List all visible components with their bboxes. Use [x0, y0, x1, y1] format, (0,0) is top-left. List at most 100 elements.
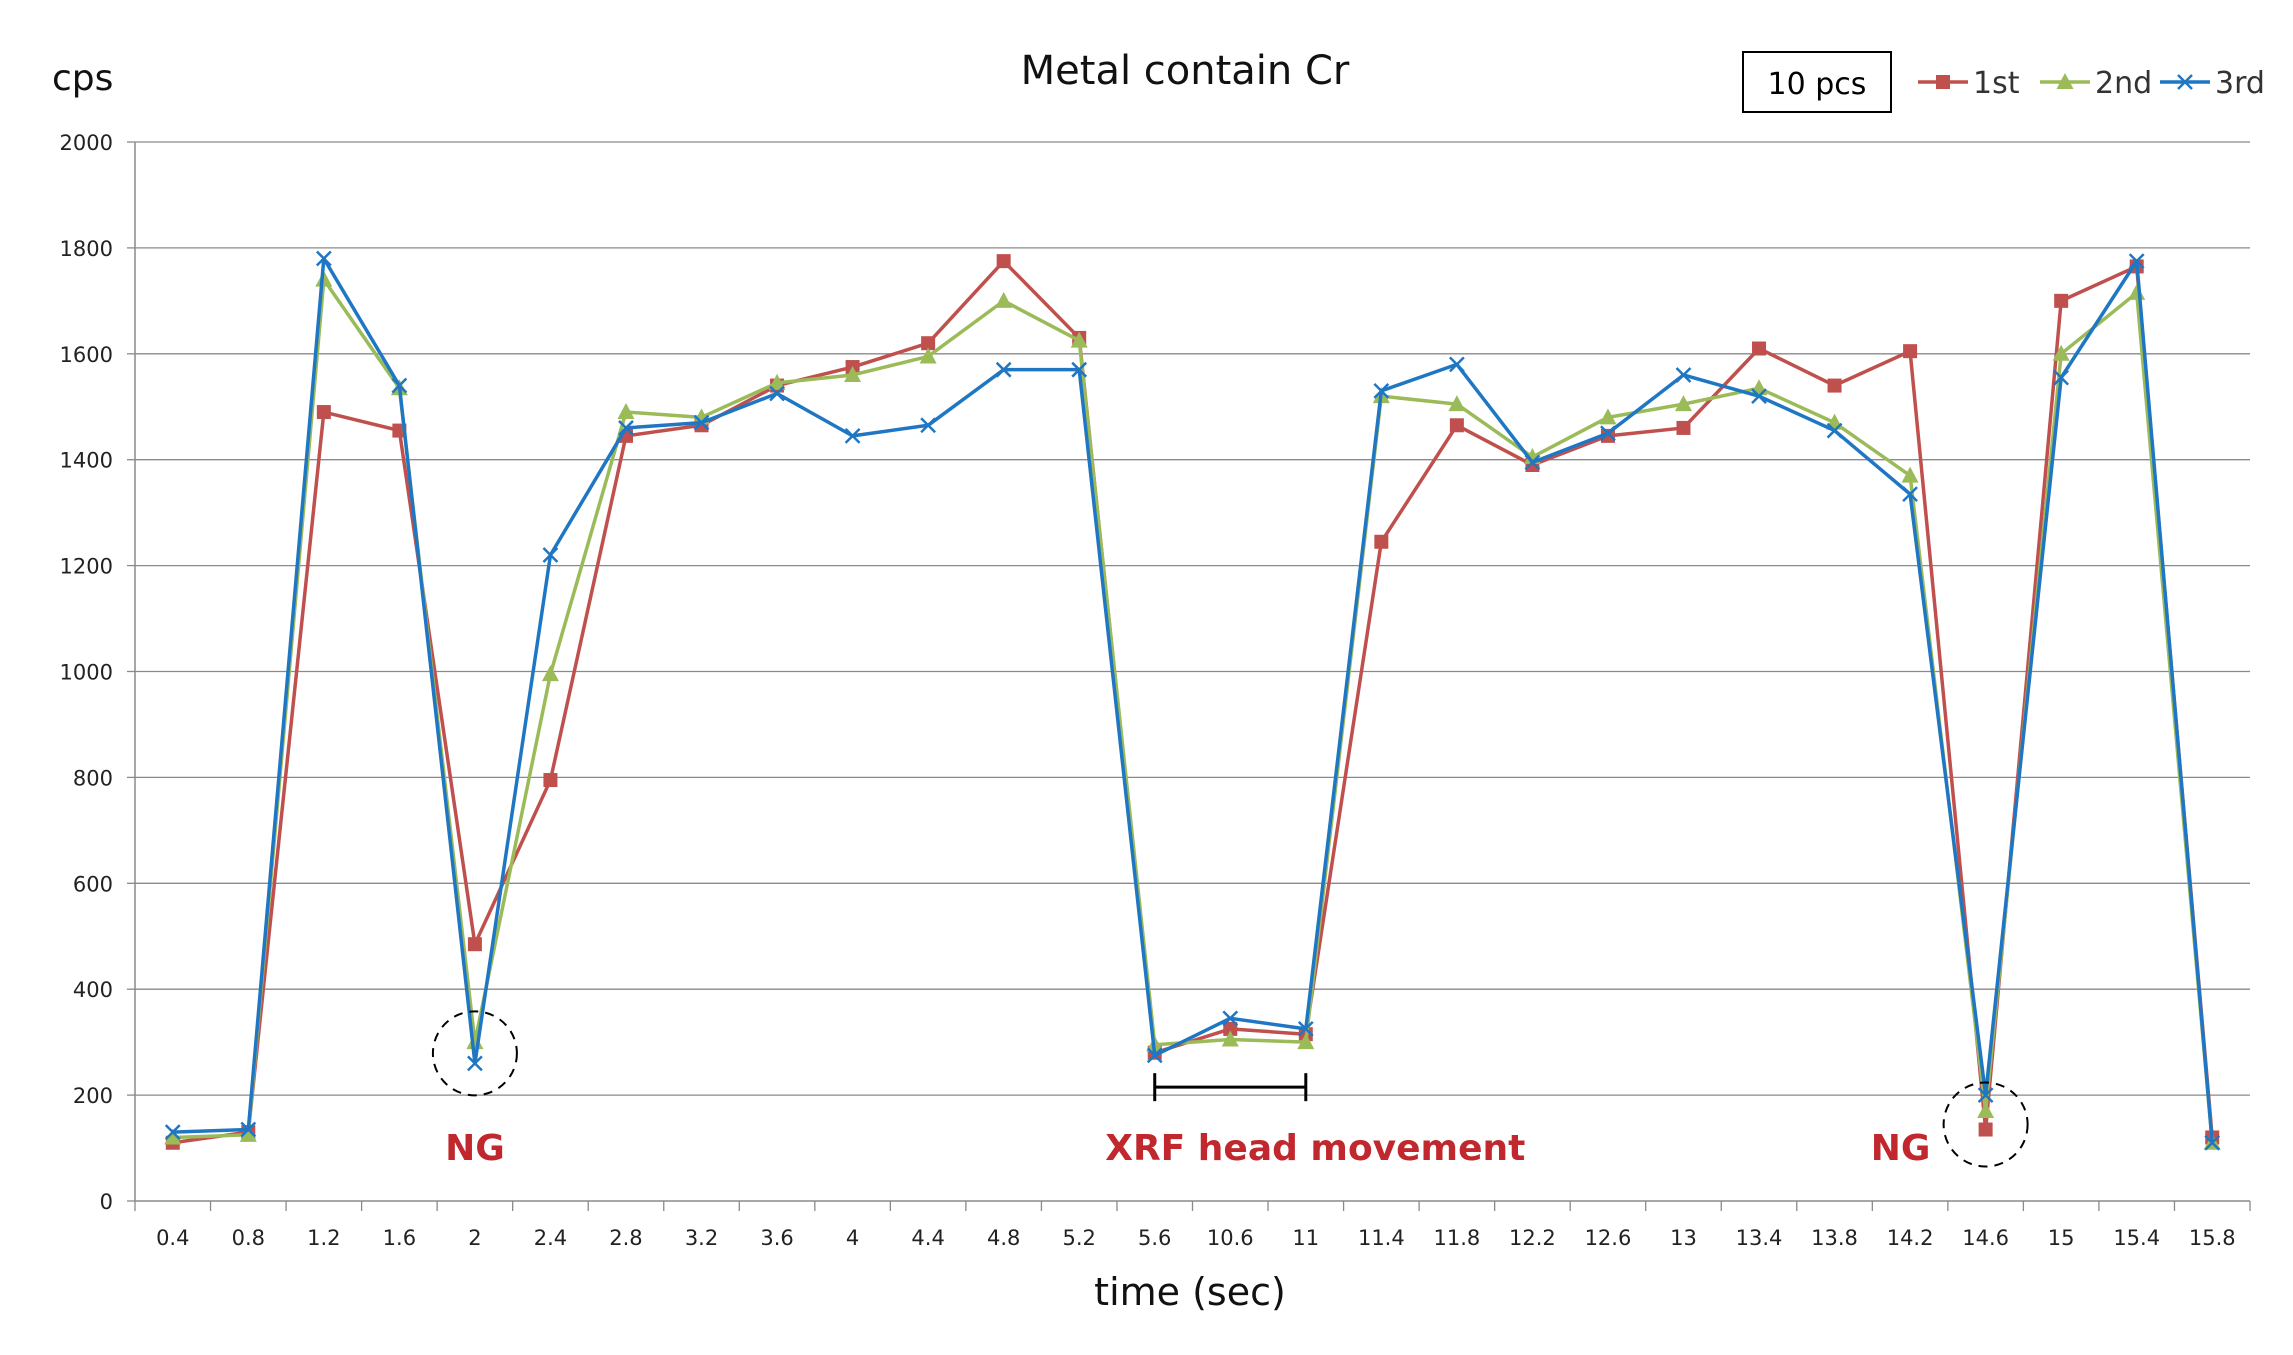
- y-tick-label: 400: [73, 978, 113, 1002]
- point-x-stroke: [1826, 422, 1843, 439]
- point-square-marker: [467, 937, 482, 952]
- point-x-stroke: [1297, 1021, 1314, 1037]
- x-tick-label: 4.4: [911, 1226, 944, 1250]
- point-x-marker: [240, 1121, 257, 1138]
- point-triangle-marker: [768, 373, 786, 390]
- point-x-stroke: [618, 420, 634, 436]
- point-triangle-marker: [239, 1125, 257, 1142]
- point-x-marker: [693, 414, 710, 431]
- point-x-stroke: [693, 414, 710, 431]
- point-triangle-marker: [1674, 395, 1692, 412]
- x-tick-label: 5.2: [1062, 1226, 1095, 1250]
- point-x-stroke: [1977, 1087, 1994, 1103]
- point-x-stroke: [1448, 356, 1465, 373]
- point-x-marker: [1524, 454, 1541, 471]
- legend-note: 10 pcs: [1768, 67, 1867, 102]
- point-square-marker: [996, 254, 1011, 269]
- annotation-ng: NG: [445, 1128, 505, 1169]
- ng-dashed-circle: [431, 1010, 518, 1097]
- point-square-marker: [1374, 534, 1389, 549]
- x-tick-label: 1.2: [307, 1226, 340, 1250]
- point-x-stroke: [2128, 253, 2145, 270]
- x-tick-label: 4.8: [987, 1226, 1020, 1250]
- point-x-stroke: [2204, 1134, 2221, 1151]
- legend-label: 3rd: [2215, 66, 2265, 101]
- point-triangle-marker: [1297, 1033, 1315, 1050]
- point-x-marker: [315, 250, 332, 267]
- legend-label: 2nd: [2095, 66, 2152, 101]
- point-x-stroke: [315, 250, 332, 267]
- point-x-stroke: [2053, 369, 2070, 386]
- point-x-marker: [164, 1124, 181, 1141]
- point-triangle-marker: [541, 665, 559, 682]
- point-x-marker: [1222, 1010, 1239, 1027]
- point-x-stroke: [1902, 486, 1918, 503]
- x-tick-label: 4: [846, 1226, 859, 1250]
- point-x-stroke: [844, 427, 861, 444]
- point-triangle-marker: [164, 1128, 182, 1145]
- point-x-marker: [995, 361, 1012, 378]
- y-tick-label: 0: [100, 1190, 113, 1214]
- point-x-stroke: [1675, 367, 1692, 383]
- point-x-stroke: [1071, 361, 1088, 378]
- legend-item-2nd: 2nd: [2040, 66, 2152, 101]
- point-x-stroke: [467, 1055, 483, 1072]
- point-square-marker: [1978, 1122, 1993, 1137]
- legend-note-box: 10 pcs: [1742, 51, 1892, 113]
- series-line: [172, 277, 2214, 1143]
- point-x-stroke: [164, 1124, 181, 1141]
- point-x-stroke: [391, 377, 408, 394]
- point-square-marker: [1223, 1021, 1238, 1036]
- point-triangle-marker: [1221, 1030, 1239, 1047]
- x-tick-label: 2.8: [609, 1226, 642, 1250]
- x-tick-label: 12.6: [1585, 1226, 1632, 1250]
- x-tick-label: 14.6: [1962, 1226, 2009, 1250]
- y-tick-label: 200: [73, 1084, 113, 1108]
- point-x-marker: [1146, 1047, 1163, 1064]
- point-x-marker: [618, 420, 634, 436]
- y-tick-label: 1200: [60, 555, 113, 579]
- x-tick-label: 5.6: [1138, 1226, 1171, 1250]
- point-x-marker: [1448, 356, 1465, 373]
- x-axis-title: time (sec): [1094, 1270, 1286, 1314]
- x-tick-label: 0.8: [232, 1226, 265, 1250]
- series-line: [172, 256, 2214, 1143]
- x-tick-label: 2.4: [534, 1226, 567, 1250]
- point-square-marker: [1752, 341, 1767, 356]
- x-tick-label: 14.2: [1887, 1226, 1934, 1250]
- x-tick-label: 13.8: [1811, 1226, 1858, 1250]
- x-tick-label: 13: [1670, 1226, 1697, 1250]
- x-axis: 0.4 0.8 1.2 1.6 2 2.4 2.8 3.2 3.6 4 4.4 4.8 5.2 5.6 10…: [134, 1200, 2251, 1250]
- y-tick-label: 2000: [60, 131, 113, 155]
- point-x-stroke: [1600, 425, 1616, 442]
- ng-dashed-circle: [1942, 1081, 2029, 1168]
- y-tick-label: 1000: [60, 661, 113, 685]
- point-x-marker: [467, 1055, 483, 1072]
- point-x-marker: [769, 385, 785, 402]
- x-tick-label: 15.4: [2113, 1226, 2160, 1250]
- point-x-marker: [1977, 1087, 1994, 1103]
- point-triangle-marker: [617, 403, 635, 420]
- x-tick-label: 2: [468, 1226, 481, 1250]
- point-x-marker: [2053, 369, 2070, 386]
- grid: [135, 141, 2250, 1096]
- point-square-marker: [1449, 418, 1464, 433]
- point-triangle-marker: [2052, 344, 2070, 361]
- point-x-stroke: [1751, 388, 1767, 405]
- annotations: NG XRF head movement NG: [431, 1010, 2029, 1169]
- y-tick-label: 800: [73, 766, 113, 790]
- x-tick-label: 3.6: [760, 1226, 793, 1250]
- point-x-stroke: [2177, 74, 2193, 90]
- x-tick-label: 1.6: [383, 1226, 416, 1250]
- point-x-marker: [2204, 1134, 2221, 1151]
- point-x-marker: [1600, 425, 1616, 442]
- x-tick-label: 15: [2048, 1226, 2075, 1250]
- legend-item-3rd: 3rd: [2160, 66, 2265, 101]
- point-square-marker: [543, 773, 558, 788]
- point-triangle-marker: [919, 347, 937, 364]
- x-tick-label: 10.6: [1207, 1226, 1254, 1250]
- point-square-marker: [2054, 293, 2069, 308]
- series-2nd: [164, 270, 2221, 1150]
- point-x-marker: [1826, 422, 1843, 439]
